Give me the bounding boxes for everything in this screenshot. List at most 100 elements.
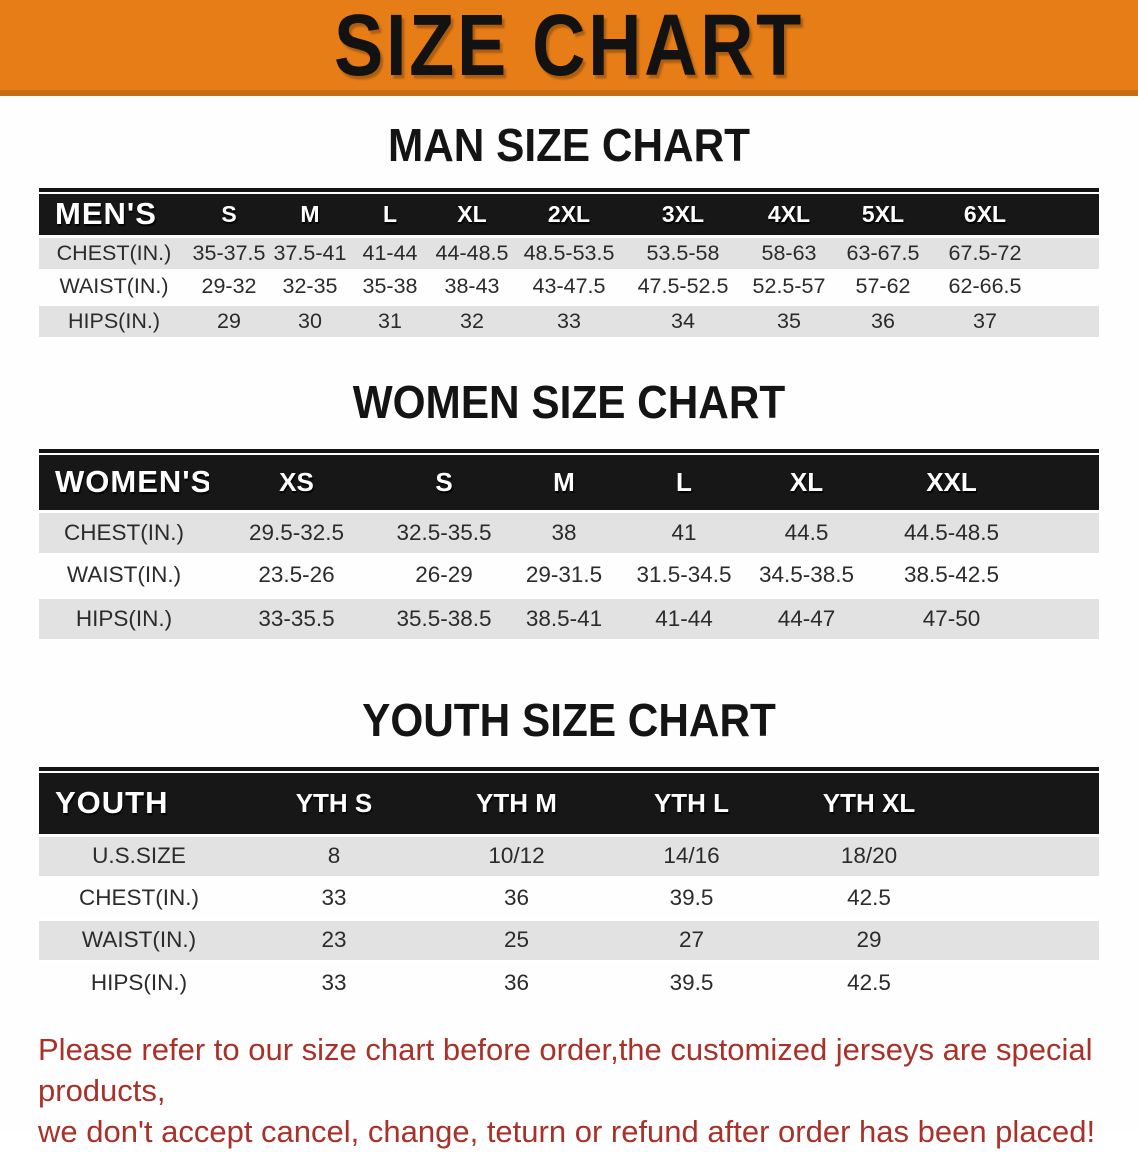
size-column-header: YTH L: [653, 787, 730, 818]
men-header-label: MEN'S: [55, 196, 157, 232]
size-value-cell: 63-67.5: [846, 240, 920, 265]
size-value-cell: 33: [321, 969, 347, 995]
size-value-cell: 47-50: [922, 605, 981, 631]
size-value-cell: 34: [671, 308, 695, 333]
size-value-cell: 38.5-41: [525, 605, 603, 631]
size-value-cell: 42.5: [847, 884, 891, 910]
table-row: HIPS(IN.) 29 30 31 32 33 34 35 36 37: [39, 304, 1099, 338]
spacer-cell: [959, 773, 1099, 835]
size-value-cell: 38: [551, 519, 577, 545]
size-value-cell: 41-44: [362, 240, 418, 265]
row-label: WAIST(IN.): [81, 927, 197, 953]
row-label: CHEST(IN.): [79, 884, 199, 910]
youth-size-table-wrap: YOUTH YTH S YTH M YTH L YTH XL U.S.SIZE …: [39, 767, 1099, 1003]
men-size-table: MEN'S S M L XL 2XL 3XL 4XL 5XL 6XL CHEST…: [39, 194, 1099, 339]
size-value-cell: 35: [777, 308, 801, 333]
size-value-cell: 32.5-35.5: [396, 519, 492, 545]
size-column-header: L: [382, 200, 398, 227]
size-value-cell: 37: [973, 308, 997, 333]
size-value-cell: 52.5-57: [752, 274, 826, 299]
size-value-cell: 29.5-32.5: [248, 519, 345, 545]
size-value-cell: 48.5-53.5: [523, 240, 615, 265]
table-row: HIPS(IN.) 33-35.5 35.5-38.5 38.5-41 41-4…: [39, 597, 1099, 640]
disclaimer: Please refer to our size chart before or…: [38, 1029, 1138, 1152]
size-value-cell: 26-29: [415, 562, 473, 588]
table-row: CHEST(IN.) 35-37.5 37.5-41 41-44 44-48.5…: [39, 236, 1099, 270]
size-value-cell: 44-48.5: [435, 240, 509, 265]
size-value-cell: 38.5-42.5: [903, 562, 1000, 588]
size-value-cell: 67.5-72: [948, 240, 1022, 265]
size-column-header: YTH S: [295, 787, 373, 818]
size-value-cell: 31: [378, 308, 402, 333]
size-value-cell: 27: [678, 927, 705, 953]
size-value-cell: 36: [503, 884, 530, 910]
size-value-cell: 44.5: [784, 519, 829, 545]
table-row: WAIST(IN.) 23.5-26 26-29 29-31.5 31.5-34…: [39, 554, 1099, 597]
women-header-label: WOMEN'S: [55, 464, 209, 500]
spacer-cell: [1039, 236, 1099, 270]
size-value-cell: 33-35.5: [258, 605, 335, 631]
size-column-header: XL: [457, 200, 487, 227]
size-value-cell: 39.5: [669, 969, 714, 995]
size-value-cell: 33: [557, 308, 581, 333]
size-column-header: M: [300, 200, 320, 227]
size-value-cell: 31.5-34.5: [636, 562, 732, 588]
row-label: CHEST(IN.): [64, 519, 184, 545]
table-row: CHEST(IN.) 29.5-32.5 32.5-35.5 38 41 44.…: [39, 511, 1099, 554]
spacer-cell: [1034, 455, 1099, 511]
spacer-cell: [959, 961, 1099, 1003]
size-value-cell: 47.5-52.5: [637, 274, 729, 299]
disclaimer-line: Please refer to our size chart before or…: [38, 1032, 1093, 1108]
size-value-cell: 25: [503, 927, 530, 953]
men-header-row: MEN'S S M L XL 2XL 3XL 4XL 5XL 6XL: [39, 194, 1099, 236]
size-column-header: 3XL: [661, 200, 705, 227]
size-column-header: XL: [789, 466, 824, 497]
spacer-cell: [1039, 270, 1099, 304]
size-value-cell: 30: [298, 308, 322, 333]
spacer-cell: [959, 877, 1099, 919]
youth-header-label: YOUTH: [55, 785, 169, 821]
size-value-cell: 29: [217, 308, 241, 333]
size-column-header: L: [676, 466, 692, 497]
size-value-cell: 37.5-41: [273, 240, 347, 265]
size-value-cell: 33: [321, 884, 347, 910]
size-value-cell: 8: [327, 843, 341, 869]
size-value-cell: 14/16: [663, 843, 720, 869]
size-column-header: YTH M: [476, 787, 557, 818]
size-value-cell: 39.5: [669, 884, 714, 910]
row-label: HIPS(IN.): [75, 605, 173, 631]
size-column-header: M: [553, 466, 575, 497]
size-value-cell: 23.5-26: [258, 562, 335, 588]
table-row: CHEST(IN.) 33 36 39.5 42.5: [39, 877, 1099, 919]
table-row: WAIST(IN.) 29-32 32-35 35-38 38-43 43-47…: [39, 270, 1099, 304]
size-value-cell: 44-47: [777, 605, 836, 631]
row-label: WAIST(IN.): [66, 562, 182, 588]
size-column-header: 6XL: [963, 200, 1007, 227]
size-value-cell: 41-44: [655, 605, 713, 631]
table-row: WAIST(IN.) 23 25 27 29: [39, 919, 1099, 961]
size-value-cell: 42.5: [847, 969, 891, 995]
man-section-title: MAN SIZE CHART: [387, 119, 751, 171]
youth-header-row: YOUTH YTH S YTH M YTH L YTH XL: [39, 773, 1099, 835]
size-value-cell: 32: [460, 308, 484, 333]
size-value-cell: 57-62: [855, 274, 911, 299]
spacer-cell: [959, 919, 1099, 961]
size-value-cell: 35-37.5: [192, 240, 266, 265]
size-column-header: YTH XL: [822, 787, 916, 818]
men-size-table-wrap: MEN'S S M L XL 2XL 3XL 4XL 5XL 6XL CHEST…: [39, 188, 1099, 339]
spacer-cell: [1039, 194, 1099, 236]
size-value-cell: 29: [856, 927, 882, 953]
youth-size-table: YOUTH YTH S YTH M YTH L YTH XL U.S.SIZE …: [39, 773, 1099, 1003]
size-column-header: 5XL: [861, 200, 905, 227]
size-value-cell: 36: [871, 308, 895, 333]
spacer-cell: [1034, 511, 1099, 554]
size-column-header: S: [221, 200, 237, 227]
spacer-cell: [959, 835, 1099, 877]
youth-section-title: YOUTH SIZE CHART: [362, 694, 776, 746]
size-value-cell: 36: [503, 969, 530, 995]
spacer-cell: [1039, 304, 1099, 338]
spacer-cell: [1034, 597, 1099, 640]
size-value-cell: 23: [321, 927, 347, 953]
size-column-header: 2XL: [547, 200, 591, 227]
size-column-header: 4XL: [767, 200, 811, 227]
